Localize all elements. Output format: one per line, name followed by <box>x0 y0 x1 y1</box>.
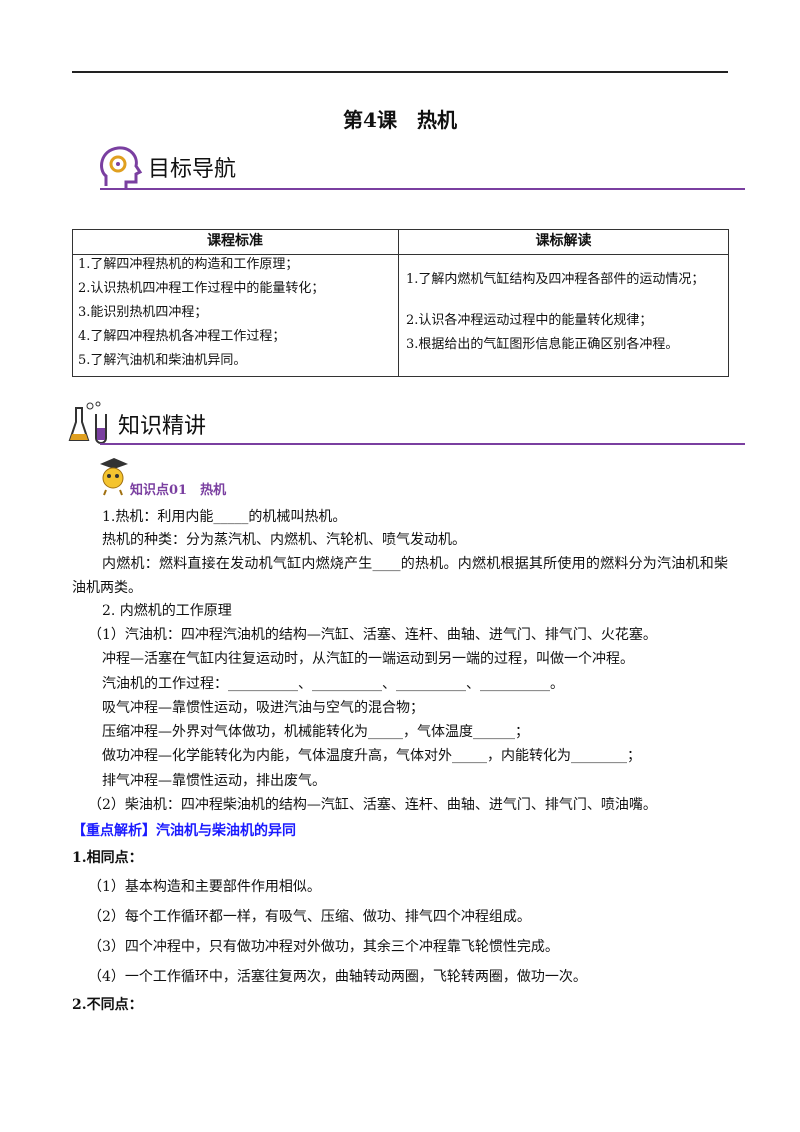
subheading: 2.不同点： <box>72 997 143 1013</box>
mascot-icon <box>100 458 128 496</box>
table-header: 课程标准 <box>207 233 263 249</box>
table-cell: 3.根据给出的气缸图形信息能正确区别各冲程。 <box>406 337 679 352</box>
paragraph: 2. 内燃机的工作原理 <box>102 603 232 619</box>
table-cell: 2.认识热机四冲程工作过程中的能量转化； <box>78 281 325 296</box>
flask-icon <box>68 401 107 444</box>
knowledge-point-title: 知识点01 热机 <box>130 483 227 498</box>
paragraph: 压缩冲程—外界对气体做功，机械能转化为_____，气体温度______； <box>102 724 529 740</box>
paragraph: 排气冲程—靠惯性运动，排出废气。 <box>102 773 326 789</box>
section-rule <box>100 443 745 445</box>
key-analysis-title: 【重点解析】汽油机与柴油机的异同 <box>72 823 296 839</box>
paragraph: 热机的种类：分为蒸汽机、内燃机、汽轮机、喷气发动机。 <box>102 532 466 548</box>
section-rule <box>100 188 745 190</box>
list-item: （1）基本构造和主要部件作用相似。 <box>88 879 321 895</box>
table-rule <box>72 254 728 255</box>
table-header: 课标解读 <box>535 233 592 249</box>
table-cell: 3.能识别热机四冲程； <box>78 305 208 320</box>
table-cell: 2.认识各冲程运动过程中的能量转化规律； <box>406 313 653 328</box>
subheading: 1.相同点： <box>72 850 143 866</box>
section-heading: 目标导航 <box>148 157 237 182</box>
paragraph: （2）柴油机：四冲程柴油机的结构—汽缸、活塞、连杆、曲轴、进气门、排气门、喷油嘴… <box>88 797 657 813</box>
paragraph: 吸气冲程—靠惯性运动，吸进汽油与空气的混合物； <box>102 700 424 716</box>
paragraph: 做功冲程—化学能转化为内能，气体温度升高，气体对外_____，内能转化为____… <box>102 748 641 764</box>
table-cell: 1.了解四冲程热机的构造和工作原理； <box>78 257 299 272</box>
paragraph: 汽油机的工作过程：__________、__________、_________… <box>102 676 564 692</box>
table-cell: 4.了解四冲程热机各冲程工作过程； <box>78 329 286 344</box>
paragraph: 内燃机：燃料直接在发动机气缸内燃烧产生____的热机。内燃机根据其所使用的燃料分… <box>72 556 728 596</box>
paragraph: （1）汽油机：四冲程汽油机的结构—汽缸、活塞、连杆、曲轴、进气门、排气门、火花塞… <box>88 627 657 643</box>
paragraph: 1.热机：利用内能_____的机械叫热机。 <box>102 509 347 525</box>
paragraph: 冲程—活塞在气缸内往复运动时，从汽缸的一端运动到另一端的过程，叫做一个冲程。 <box>102 651 634 667</box>
head-icon <box>100 146 143 188</box>
page-title: 第4课 热机 <box>343 108 457 132</box>
table-cell: 1.了解内燃机气缸结构及四冲程各部件的运动情况； <box>406 272 705 287</box>
table <box>72 229 729 377</box>
table-cell: 5.了解汽油机和柴油机异同。 <box>78 353 247 368</box>
table-rule <box>398 229 399 376</box>
list-item: （2）每个工作循环都一样，有吸气、压缩、做功、排气四个冲程组成。 <box>88 909 531 925</box>
top-rule <box>72 71 728 73</box>
list-item: （4）一个工作循环中，活塞往复两次，曲轴转动两圈，飞轮转两圈，做功一次。 <box>88 969 587 985</box>
list-item: （3）四个冲程中，只有做功冲程对外做功，其余三个冲程靠飞轮惯性完成。 <box>88 939 559 955</box>
section-heading: 知识精讲 <box>118 414 207 439</box>
